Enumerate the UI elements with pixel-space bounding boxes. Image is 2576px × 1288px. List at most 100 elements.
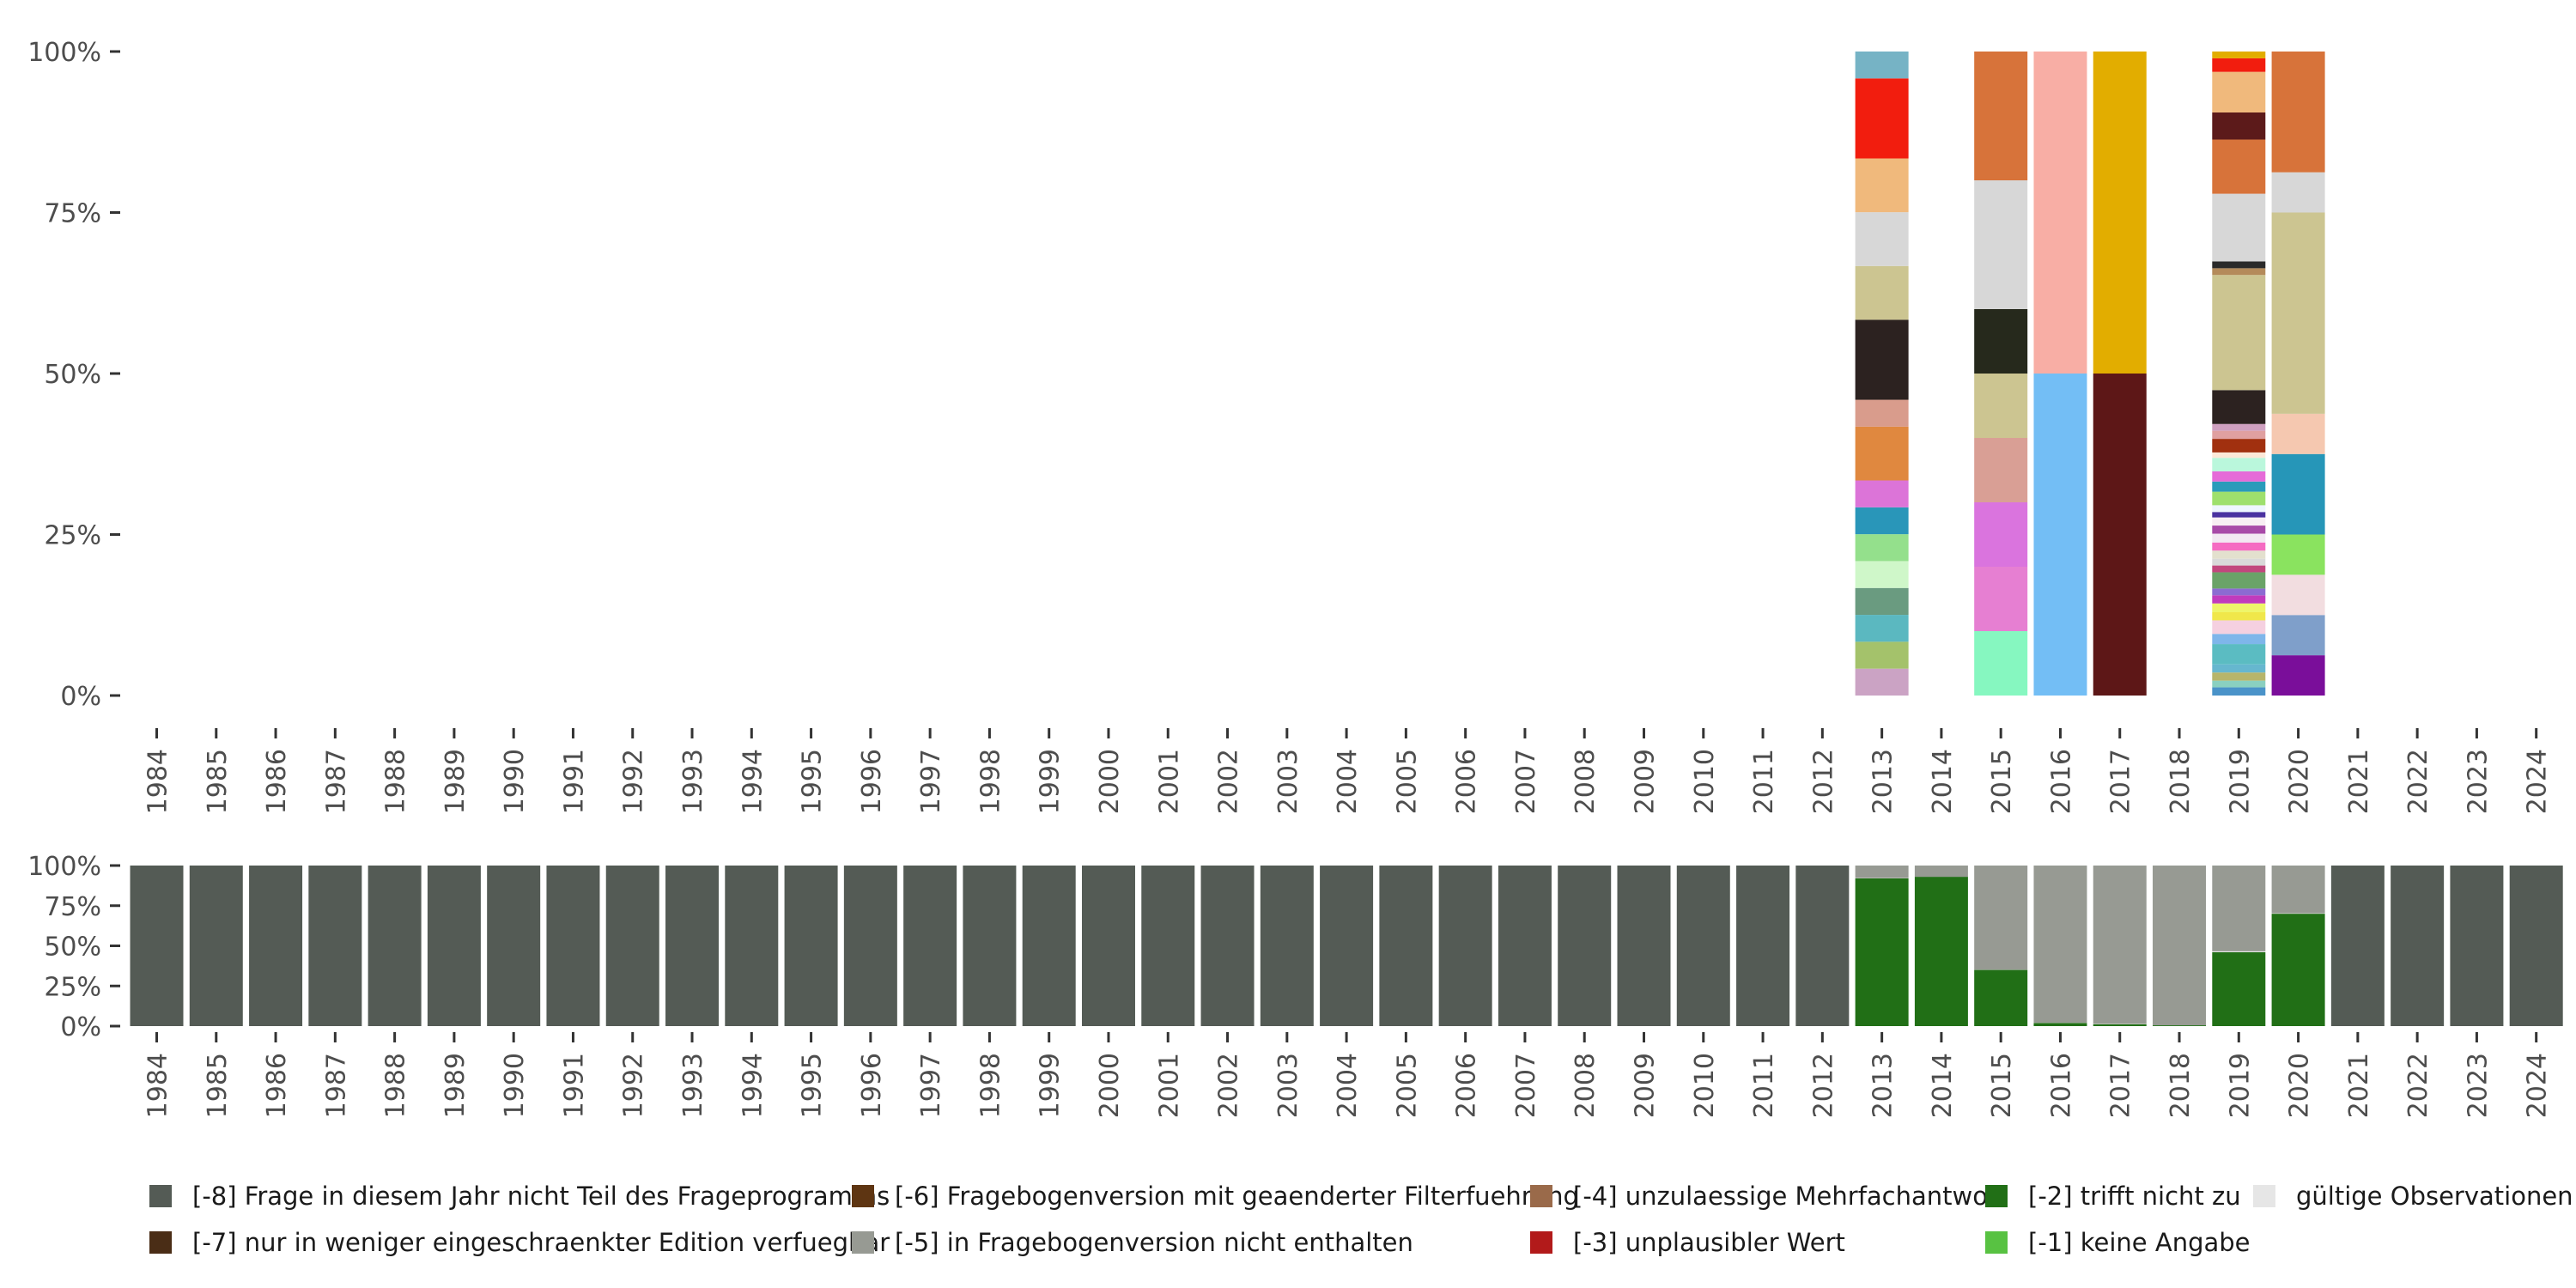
top-bar-segment-2019 (2212, 526, 2266, 534)
top-bar-segment-2013 (1855, 426, 1909, 481)
top-x-tick-label: 1991 (559, 749, 589, 814)
top-bar-segment-2019 (2212, 193, 2266, 262)
top-bar-segment-2013 (1855, 480, 1909, 507)
bottom-x-tick-label: 1995 (798, 1053, 828, 1118)
bottom-x-tick-label: 1988 (381, 1053, 411, 1118)
bottom-bar-segment-m8-1995 (784, 866, 838, 1026)
bottom-bar-segment-m2-2016 (2033, 1023, 2087, 1026)
legend-label: gültige Observationen (2296, 1182, 2573, 1211)
top-bar-segment-2019 (2212, 139, 2266, 194)
top-bar-segment-2019 (2212, 261, 2266, 269)
top-bar-segment-2019 (2212, 471, 2266, 482)
top-bar-segment-2020 (2271, 534, 2325, 575)
bottom-bar-segment-m8-1985 (189, 866, 243, 1026)
top-bar-segment-2019 (2212, 595, 2266, 604)
top-x-tick-label: 2022 (2403, 749, 2433, 814)
bottom-bar-segment-m5-2015 (1974, 866, 2028, 970)
bottom-x-tick-label: 1985 (203, 1053, 233, 1118)
legend-swatch (149, 1231, 172, 1254)
top-bar-segment-2015 (1974, 52, 2028, 180)
top-x-tick-label: 2020 (2285, 749, 2315, 814)
bottom-x-tick-label: 2014 (1928, 1053, 1958, 1118)
top-x-tick-label: 1987 (321, 749, 351, 814)
top-x-tick-label: 2021 (2344, 749, 2374, 814)
bottom-x-tick-label: 2009 (1631, 1053, 1661, 1118)
top-bar-segment-2013 (1855, 615, 1909, 642)
bottom-bar-segment-m8-2011 (1736, 866, 1790, 1026)
bottom-x-tick-label: 1984 (143, 1053, 173, 1118)
top-bar-segment-2019 (2212, 680, 2266, 688)
legend-label: [-1] keine Angabe (2028, 1228, 2251, 1257)
bottom-x-tick-label: 2024 (2523, 1053, 2553, 1118)
bottom-x-tick-label: 1993 (678, 1053, 708, 1118)
top-y-tick-label: 75% (44, 199, 101, 229)
bottom-bar-segment-m8-2006 (1438, 866, 1492, 1026)
bottom-bar-segment-m8-1989 (427, 866, 481, 1026)
top-x-tick-label: 1994 (738, 749, 768, 814)
top-bar-segment-2015 (1974, 180, 2028, 309)
top-y-tick-label: 50% (44, 360, 101, 390)
bottom-x-tick-label: 2007 (1511, 1053, 1541, 1118)
top-x-tick-label: 1992 (619, 749, 649, 814)
legend-swatch (852, 1231, 874, 1254)
top-bar-segment-2016 (2033, 52, 2087, 374)
bottom-bar-segment-m8-1993 (665, 866, 720, 1026)
legend-label: [-4] unzulaessige Mehrfachantwort (1573, 1182, 2008, 1211)
bottom-x-tick-label: 2020 (2285, 1053, 2315, 1118)
top-bar-segment-2019 (2212, 390, 2266, 424)
legend-swatch (1985, 1185, 2008, 1207)
bottom-bar-segment-m2-2019 (2212, 951, 2266, 1026)
bottom-bar-segment-m2-2017 (2093, 1024, 2147, 1026)
bottom-bar-segment-m8-2021 (2330, 866, 2385, 1026)
top-x-tick-label: 2000 (1095, 749, 1125, 814)
legend-label: [-6] Fragebogenversion mit geaenderter F… (895, 1182, 1579, 1211)
top-x-tick-label: 2001 (1154, 749, 1184, 814)
top-x-tick-label: 2005 (1392, 749, 1422, 814)
top-bar-segment-2019 (2212, 52, 2266, 58)
top-x-tick-label: 1988 (381, 749, 411, 814)
top-bar-segment-2013 (1855, 212, 1909, 266)
bottom-bar-segment-m8-2023 (2450, 866, 2504, 1026)
top-bar-segment-2015 (1974, 567, 2028, 631)
bottom-bar-segment-m8-2003 (1260, 866, 1314, 1026)
bottom-bar-segment-m8-1987 (308, 866, 362, 1026)
top-bar-segment-2016 (2033, 374, 2087, 696)
top-bar-segment-2019 (2212, 620, 2266, 635)
bottom-bar-segment-m2-2014 (1914, 877, 1968, 1026)
top-bar-segment-2019 (2212, 275, 2266, 391)
bottom-bar-segment-m5-2016 (2033, 866, 2087, 1024)
top-x-tick-label: 1998 (975, 749, 1005, 814)
top-bar-segment-2020 (2271, 615, 2325, 656)
bottom-bar-segment-valid-2019 (2212, 951, 2266, 952)
bottom-bar-segment-m8-2010 (1676, 866, 1730, 1026)
bottom-y-tick-label: 0% (60, 1012, 101, 1042)
top-x-tick-label: 1999 (1036, 749, 1066, 814)
bottom-bar-segment-m8-1984 (130, 866, 184, 1026)
bottom-x-tick-label: 2021 (2344, 1053, 2374, 1118)
bottom-bar-segment-m8-1997 (903, 866, 957, 1026)
bottom-x-tick-label: 1986 (262, 1053, 292, 1118)
top-bar-segment-2013 (1855, 319, 1909, 400)
top-bar-segment-2013 (1855, 587, 1909, 616)
top-bar-segment-2019 (2212, 572, 2266, 589)
bottom-bar-segment-m2-2015 (1974, 969, 2028, 1026)
top-y-tick-label: 0% (60, 682, 101, 712)
bottom-bar-segment-m8-1999 (1022, 866, 1076, 1026)
legend-swatch (2253, 1185, 2275, 1207)
bottom-bar-segment-m8-2004 (1320, 866, 1374, 1026)
bottom-x-tick-label: 2023 (2463, 1053, 2493, 1118)
top-bar-segment-2019 (2212, 588, 2266, 596)
bottom-x-tick-label: 1992 (619, 1053, 649, 1118)
bottom-bar-segment-m8-1986 (249, 866, 303, 1026)
top-x-tick-label: 2012 (1808, 749, 1838, 814)
bottom-x-tick-label: 2000 (1095, 1053, 1125, 1118)
top-bar-segment-2019 (2212, 603, 2266, 612)
bottom-x-tick-label: 2006 (1452, 1053, 1482, 1118)
bottom-bar-segment-m8-1990 (487, 866, 541, 1026)
top-bar-segment-2019 (2212, 458, 2266, 471)
top-bar-segment-2019 (2212, 517, 2266, 526)
bottom-x-tick-label: 1996 (857, 1053, 887, 1118)
bottom-bar-segment-m5-2014 (1914, 866, 1968, 878)
bottom-bar-segment-m2-2018 (2153, 1025, 2207, 1026)
top-bar-segment-2020 (2271, 574, 2325, 616)
